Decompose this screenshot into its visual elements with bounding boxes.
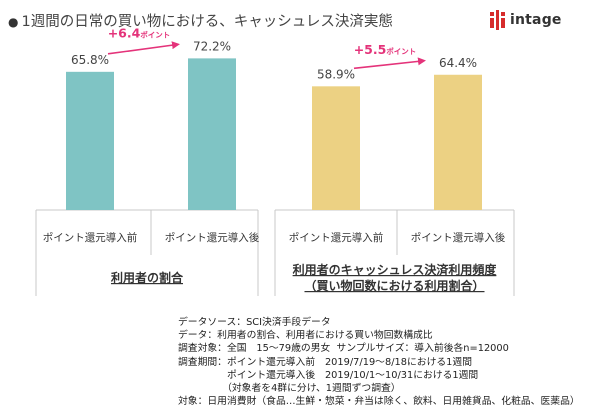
change-unit: ポイント [386, 46, 416, 56]
bar [312, 86, 360, 210]
note-line: （対象者を4群に分け、1週間ずつ調査） [178, 383, 401, 395]
change-arrow [107, 41, 180, 55]
category-label: ポイント還元導入後 [411, 231, 506, 244]
change-value: +5.5 [354, 42, 387, 57]
intage-logo-text: intage [510, 12, 562, 28]
change-unit: ポイント [140, 29, 170, 39]
group-title-line: （買い物回数における利用割合） [304, 278, 484, 293]
note-line: データソース：SCI決済手段データ [178, 317, 331, 328]
page-title: ● 1週間の日常の買い物における、キャッシュレス決済実態 [8, 10, 393, 31]
bar-value-label: 64.4% [439, 56, 477, 70]
page-title-text: 1週間の日常の買い物における、キャッシュレス決済実態 [21, 14, 393, 30]
note-line: データ：利用者の割合、利用者における買い物回数構成比 [178, 330, 433, 342]
note-line: 対象：日用消費財（食品…生鮮・惣菜・弁当は除く、飲料、日用雑貨品、化粧品、医薬品… [178, 396, 580, 408]
change-value: +6.4 [108, 25, 141, 40]
bar-value-label: 58.9% [317, 67, 355, 81]
note-line: 調査期間：ポイント還元導入前 2019/7/19～8/18における1週間 [178, 356, 472, 368]
bar [434, 74, 482, 210]
category-label: ポイント還元導入前 [289, 231, 384, 244]
category-label: ポイント還元導入後 [165, 231, 260, 244]
category-label: ポイント還元導入前 [43, 231, 138, 244]
change-arrow [353, 57, 426, 70]
note-line: 調査対象：全国 15～79歳の男女 サンプルサイズ：導入前後各n=12000 [178, 343, 509, 355]
group-title: 利用者の割合 [111, 270, 184, 285]
bar-value-label: 72.2% [193, 39, 231, 53]
note-line: ポイント還元導入後 2019/10/1～10/31における1週間 [178, 369, 479, 381]
change-label: +5.5ポイント [354, 42, 417, 57]
bar [188, 58, 236, 210]
bar [66, 71, 114, 210]
notes-block: データソース：SCI決済手段データ データ：利用者の割合、利用者における買い物回… [178, 316, 580, 408]
bullet-icon: ● [8, 15, 19, 29]
intage-logo-icon [490, 10, 505, 30]
group-title-line: 利用者のキャッシュレス決済利用頻度 [293, 262, 498, 277]
change-label: +6.4ポイント [108, 25, 171, 40]
intage-logo: intage [489, 10, 562, 30]
bar-value-label: 65.8% [71, 53, 109, 67]
